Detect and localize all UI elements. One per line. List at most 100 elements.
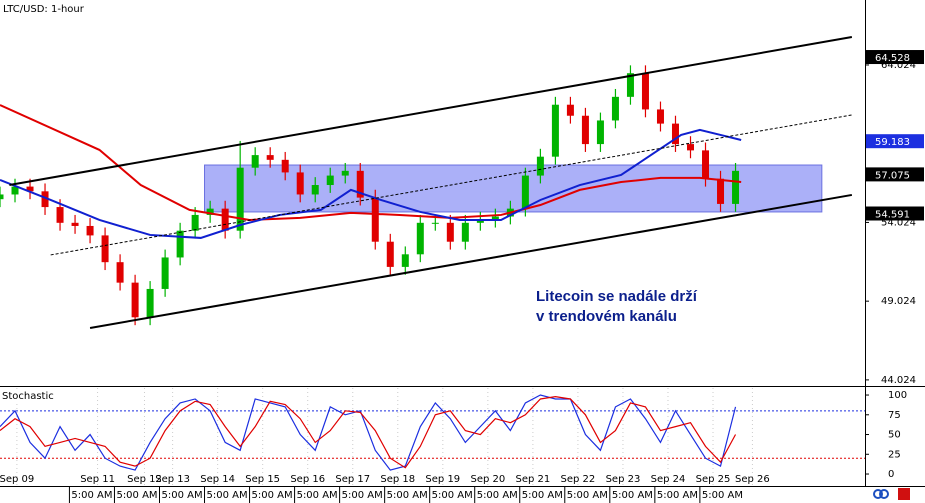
candle-body [491,216,499,220]
x-tick-label: 5:00 AM [207,490,248,501]
candle-body [101,235,109,263]
x-tick-label: Sep 23 [606,474,641,485]
x-tick-label: Sep 17 [335,474,370,485]
x-tick-label: 5:00 AM [297,490,338,501]
stochastic-panel [0,388,865,485]
candle-body [236,167,244,231]
candle-body [176,230,184,258]
x-tick-label: 5:00 AM [252,490,293,501]
chart-title: LTC/USD: 1-hour [3,4,85,15]
price-tag-label: 57.075 [875,170,910,181]
y-tick-label: 49.024 [881,296,916,307]
moving-average [0,128,742,239]
candle-body [56,207,64,223]
candle-body [341,170,349,176]
candle-body [386,241,394,267]
candle-body [461,222,469,242]
candle-body [251,155,259,168]
x-tick-label: Sep 24 [651,474,686,485]
close-icon[interactable] [898,488,910,500]
candle-body [702,150,710,179]
candle-body [641,73,649,110]
link-icon-2[interactable] [879,489,889,499]
y-tick-label: 54.024 [881,217,916,228]
candle-body [732,170,740,204]
price-tag [866,167,924,182]
candle-body [401,254,409,267]
trendline [9,36,853,187]
x-tick-label: Sep 12 [127,474,162,485]
candle-body [476,219,484,223]
candle-body [41,191,49,208]
trendline [50,114,852,256]
candle-body [521,175,529,209]
link-icon[interactable] [873,489,883,499]
candle-body [206,208,214,215]
stochastic-line [0,396,737,469]
x-tick-label: 5:00 AM [522,490,563,501]
x-tick-label: Sep 15 [245,474,280,485]
stochastic-title: Stochastic [2,391,54,402]
x-tick-label: 5:00 AM [342,490,383,501]
candle-body [281,159,289,173]
x-tick-label: 5:00 AM [116,490,157,501]
stoch-title-bg [1,389,55,402]
x-tick-label: 5:00 AM [702,490,743,501]
y-tick-label: 64.024 [881,60,916,71]
candle-body [0,194,4,200]
price-tag-label: 59.183 [875,137,910,148]
candle-body [596,120,604,145]
x-tick-label: Sep 16 [290,474,325,485]
price-tag-label: 54.591 [875,210,910,221]
annotation: v trendovém kanálu [536,308,677,325]
candle-body [86,225,94,236]
candle-body [536,156,544,176]
candle-body [671,123,679,145]
candle-body [446,222,454,242]
candle-body [161,257,169,289]
title-bg [1,1,91,15]
candle-body [71,222,79,226]
candle-body [356,170,364,198]
x-tick-label: 5:00 AM [71,490,112,501]
y-tick-label: 75 [888,410,901,421]
x-tick-label: 5:00 AM [612,490,653,501]
price-tag [866,50,924,65]
trendline [89,193,853,329]
x-tick-label: Sep 09 [0,474,34,485]
y-tick-label: 44.024 [881,375,916,386]
x-tick-label: 5:00 AM [161,490,202,501]
x-tick-label: Sep 13 [155,474,190,485]
y-tick-label: 25 [888,449,901,460]
toolbar-icons[interactable] [873,488,910,500]
candle-body [191,214,199,231]
x-tick-label: 5:00 AM [432,490,473,501]
price-tag-label: 64.528 [875,53,910,64]
x-tick-label: Sep 20 [470,474,505,485]
candle-body [551,104,559,157]
stochastic-line [0,394,737,471]
x-tick-label: Sep 18 [380,474,415,485]
y-tick-label: 0 [888,469,894,480]
candle-body [686,144,694,151]
candle-body [296,172,304,195]
x-tick-label: 5:00 AM [387,490,428,501]
candle-body [611,96,619,121]
y-tick-label: 100 [888,390,907,401]
candle-body [311,185,319,195]
x-tick-label: 5:00 AM [657,490,698,501]
candle-body [221,208,229,231]
candle-body [566,104,574,116]
candle-body [717,178,725,204]
price-tag [866,134,924,149]
candle-body [626,73,634,97]
x-tick-label: Sep 19 [425,474,460,485]
candle-body [371,197,379,242]
candle-body [416,222,424,255]
candle-body [116,262,124,283]
price-panel: Litecoin se nadále drží v trendovém kanál… [0,36,853,329]
x-tick-label: Sep 25 [696,474,731,485]
